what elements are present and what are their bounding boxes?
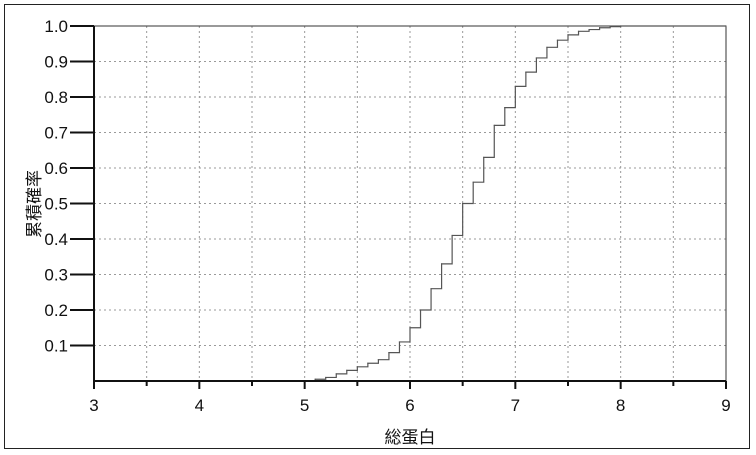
- y-tick-label: 0.7: [44, 124, 68, 143]
- y-tick-label: 0.6: [44, 159, 68, 178]
- cdf-point: [725, 25, 727, 27]
- cdf-point: [346, 369, 348, 371]
- y-tick-label: 0.1: [44, 337, 68, 356]
- cdf-point: [483, 156, 485, 158]
- chart-frame: [4, 4, 750, 449]
- y-tick-label: 1.0: [44, 17, 68, 36]
- cdf-point: [556, 39, 559, 41]
- cdf-point: [388, 352, 390, 354]
- cdf-point: [430, 288, 432, 290]
- cdf-point: [441, 263, 443, 265]
- x-tick-label: 3: [89, 396, 98, 415]
- grid-layer: [94, 26, 726, 381]
- cdf-point: [546, 46, 548, 48]
- cdf-point: [504, 107, 506, 109]
- cdf-point: [325, 376, 327, 379]
- y-axis-label: 累積確率: [25, 170, 45, 238]
- cdf-point: [567, 34, 569, 36]
- cdf-point: [577, 30, 580, 32]
- cdf-point: [356, 366, 358, 368]
- cdf-point: [398, 341, 401, 343]
- y-tick-label: 0.4: [44, 230, 68, 249]
- x-tick-label: 4: [195, 396, 204, 415]
- cdf-point: [535, 57, 538, 59]
- cdf-point: [599, 27, 601, 29]
- y-tick-label: 0.2: [44, 301, 68, 320]
- x-tick-label: 7: [511, 396, 520, 415]
- x-tick-label: 5: [300, 396, 309, 415]
- cdf-point: [472, 181, 474, 183]
- cdf-point: [367, 362, 369, 364]
- cdf-point: [493, 124, 495, 126]
- cdf-point: [620, 25, 622, 27]
- cdf-point: [314, 378, 316, 380]
- cdf-point: [609, 26, 611, 28]
- cdf-point: [377, 359, 379, 361]
- cdf-point: [409, 327, 411, 329]
- cdf-point: [588, 28, 590, 31]
- x-tick-label: 8: [616, 396, 625, 415]
- series-layer: [314, 25, 727, 381]
- cdf-point: [451, 234, 453, 237]
- x-tick-label: 6: [405, 396, 414, 415]
- cdf-point: [419, 309, 422, 311]
- cdf-point: [525, 71, 527, 73]
- axis-layer: 3 4 5 6 7 8 9 0.1 0.2 0.3 0.4 0.5 0.6 0.7 0.8 0.9 1.0: [44, 17, 730, 415]
- y-tick-label: 0.8: [44, 88, 68, 107]
- cdf-point: [335, 373, 337, 375]
- y-tick-label: 0.9: [44, 53, 68, 72]
- x-axis-label: 総蛋白: [385, 428, 436, 448]
- y-tick-label: 0.3: [44, 266, 68, 285]
- cdf-point: [514, 85, 516, 87]
- y-tick-label: 0.5: [44, 195, 68, 214]
- cdf-point: [462, 202, 464, 205]
- cdf-step-line: [314, 25, 726, 381]
- x-tick-label: 9: [721, 396, 730, 415]
